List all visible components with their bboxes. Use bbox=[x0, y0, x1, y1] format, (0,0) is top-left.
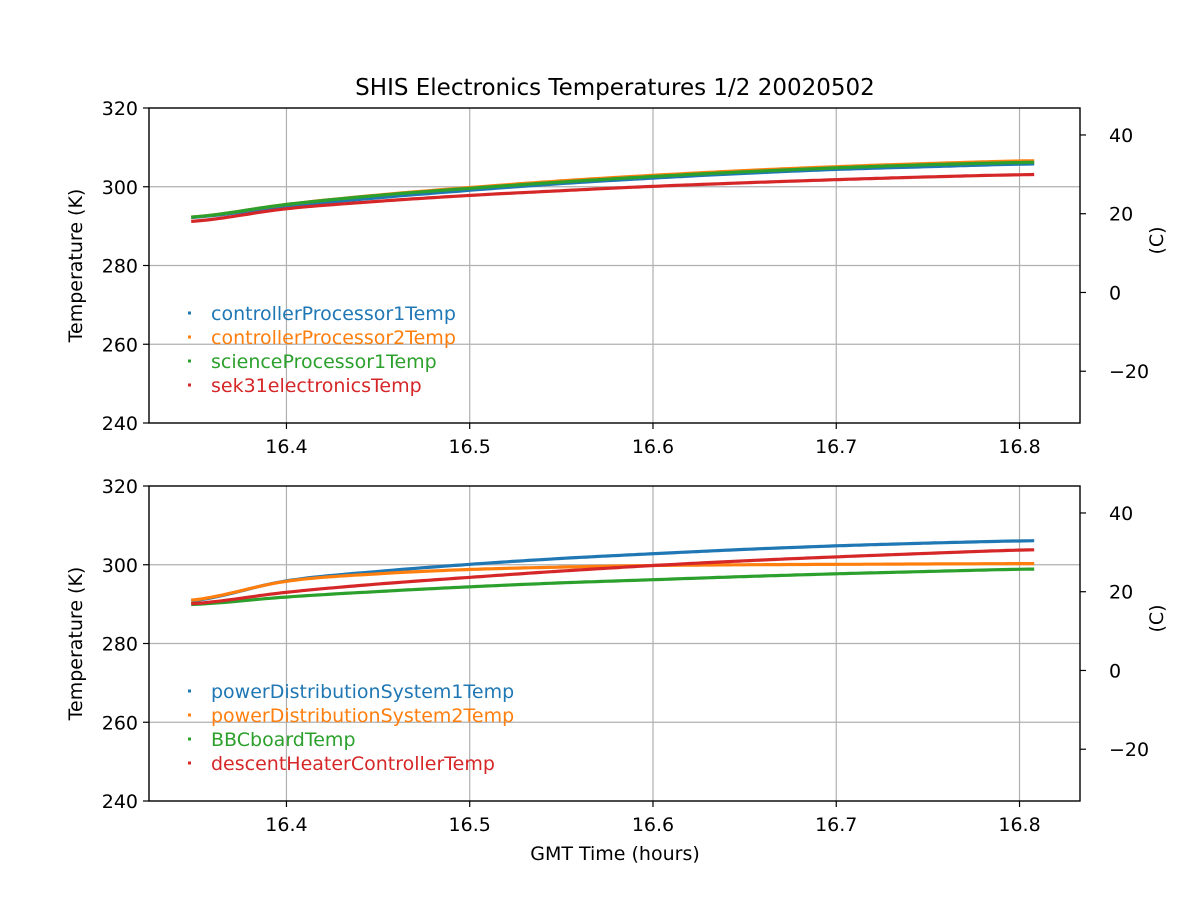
y-axis-right-label: (C) bbox=[1146, 226, 1168, 254]
x-tick-label: 16.8 bbox=[998, 814, 1040, 836]
x-tick-label: 16.8 bbox=[998, 436, 1040, 458]
series-line-sek31electronicsTemp bbox=[191, 172, 1035, 223]
y-right-tick-label: 0 bbox=[1109, 660, 1121, 682]
legend-marker bbox=[188, 761, 191, 765]
y-right-tick-label: 40 bbox=[1109, 125, 1133, 147]
x-axis-label: GMT Time (hours) bbox=[530, 843, 700, 865]
series-line-descentHeaterControllerTemp bbox=[191, 548, 1035, 606]
chart-title: SHIS Electronics Temperatures 1/2 200205… bbox=[355, 75, 875, 101]
y-tick-label: 240 bbox=[102, 791, 138, 813]
y-tick-label: 280 bbox=[102, 256, 138, 278]
y-tick-label: 300 bbox=[102, 177, 138, 199]
legend-label: BBCboardTemp bbox=[211, 729, 356, 751]
legend-label: scienceProcessor1Temp bbox=[211, 351, 437, 373]
y-tick-label: 260 bbox=[102, 712, 138, 734]
bottom-plot: 16.4 16.5 16.6 16.7 16.8 240 260 280 300 320 −20 0 2… bbox=[65, 476, 1168, 836]
y-tick-label: 300 bbox=[102, 555, 138, 577]
y-right-tick-label: −20 bbox=[1109, 739, 1149, 761]
legend-label: controllerProcessor2Temp bbox=[211, 327, 456, 349]
y-right-tick-label: 20 bbox=[1109, 582, 1133, 604]
legend-marker bbox=[188, 713, 191, 717]
legend-marker bbox=[188, 737, 191, 741]
legend-marker bbox=[188, 383, 191, 387]
y-axis-label: Temperature (K) bbox=[65, 189, 87, 344]
series-line-BBCboardTemp bbox=[191, 567, 1035, 607]
y-right-tick-label: −20 bbox=[1109, 361, 1149, 383]
series-line-powerDistributionSystem2Temp bbox=[191, 561, 1035, 602]
x-tick-label: 16.5 bbox=[449, 436, 491, 458]
y-axis-label: Temperature (K) bbox=[65, 567, 87, 722]
y-right-tick-label: 20 bbox=[1109, 204, 1133, 226]
y-tick-label: 280 bbox=[102, 634, 138, 656]
legend-label: sek31electronicsTemp bbox=[211, 375, 422, 397]
y-right-tick-label: 0 bbox=[1109, 282, 1121, 304]
top-plot: 16.4 16.5 16.6 16.7 16.8 240 260 280 300 320 −20 0 2… bbox=[65, 98, 1168, 458]
legend-label: powerDistributionSystem1Temp bbox=[211, 681, 514, 703]
y-tick-label: 240 bbox=[102, 413, 138, 435]
legend-label: controllerProcessor1Temp bbox=[211, 303, 456, 325]
y-tick-label: 260 bbox=[102, 334, 138, 356]
x-tick-label: 16.6 bbox=[632, 814, 674, 836]
legend-marker bbox=[188, 689, 191, 693]
x-tick-label: 16.4 bbox=[265, 814, 307, 836]
series-line-scienceProcessor1Temp bbox=[191, 160, 1035, 219]
x-tick-label: 16.7 bbox=[815, 814, 857, 836]
x-tick-label: 16.4 bbox=[265, 436, 307, 458]
x-tick-label: 16.5 bbox=[449, 814, 491, 836]
legend-marker bbox=[188, 335, 191, 339]
legend-label: powerDistributionSystem2Temp bbox=[211, 705, 514, 727]
y-right-tick-label: 40 bbox=[1109, 503, 1133, 525]
x-tick-label: 16.6 bbox=[632, 436, 674, 458]
y-tick-label: 320 bbox=[102, 476, 138, 498]
legend-marker bbox=[188, 359, 191, 363]
y-axis-right-label: (C) bbox=[1146, 604, 1168, 632]
x-tick-label: 16.7 bbox=[815, 436, 857, 458]
legend-label: descentHeaterControllerTemp bbox=[211, 753, 495, 775]
legend-marker bbox=[188, 311, 191, 315]
y-tick-label: 320 bbox=[102, 98, 138, 120]
